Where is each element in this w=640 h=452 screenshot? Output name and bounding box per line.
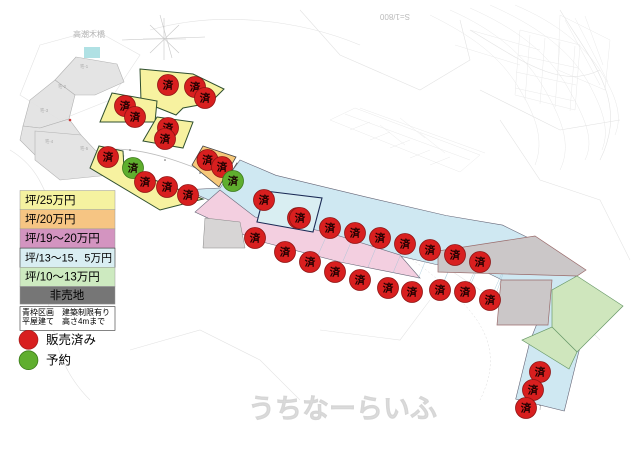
- svg-text:済: 済: [259, 193, 270, 206]
- svg-text:済: 済: [140, 175, 151, 188]
- svg-text:高潮木橋: 高潮木橋: [73, 29, 105, 39]
- svg-text:済: 済: [163, 78, 174, 91]
- svg-text:済: 済: [183, 188, 194, 201]
- svg-text:済: 済: [425, 243, 436, 256]
- svg-text:済: 済: [521, 401, 532, 414]
- svg-text:うちなーらいふ: うちなーらいふ: [248, 394, 437, 424]
- svg-text:済: 済: [460, 285, 471, 298]
- svg-text:販売済み: 販売済み: [46, 332, 96, 347]
- svg-text:済: 済: [128, 161, 139, 174]
- svg-text:宅-3: 宅-3: [40, 107, 49, 113]
- svg-text:済: 済: [250, 231, 261, 244]
- svg-text:済: 済: [200, 91, 211, 104]
- svg-text:済: 済: [228, 174, 239, 187]
- svg-text:宅-4: 宅-4: [45, 138, 54, 144]
- svg-text:平屋建て 高さ4mまで: 平屋建て 高さ4mまで: [22, 316, 105, 326]
- svg-text:青枠区画 建築制限有り: 青枠区画 建築制限有り: [22, 307, 110, 317]
- svg-text:済: 済: [475, 255, 486, 268]
- svg-text:予約: 予約: [46, 353, 71, 368]
- svg-text:済: 済: [355, 273, 366, 286]
- svg-text:済: 済: [375, 231, 386, 244]
- svg-text:済: 済: [450, 248, 461, 261]
- svg-text:済: 済: [528, 383, 539, 396]
- svg-text:済: 済: [535, 365, 546, 378]
- svg-text:済: 済: [407, 285, 418, 298]
- svg-text:済: 済: [217, 160, 228, 173]
- svg-text:済: 済: [280, 245, 291, 258]
- svg-text:坪/13～15．5万円: 坪/13～15．5万円: [25, 251, 112, 264]
- svg-text:済: 済: [160, 132, 171, 145]
- svg-text:済: 済: [383, 281, 394, 294]
- svg-text:坪/20万円: 坪/20万円: [25, 213, 76, 226]
- svg-text:坪/10～13万円: 坪/10～13万円: [25, 271, 100, 284]
- svg-text:宅-5: 宅-5: [80, 145, 89, 151]
- svg-text:済: 済: [305, 255, 316, 268]
- svg-text:坪/19～20万円: 坪/19～20万円: [25, 232, 100, 245]
- svg-text:済: 済: [330, 265, 341, 278]
- svg-text:済: 済: [400, 237, 411, 250]
- svg-text:S=1/800: S=1/800: [379, 12, 410, 21]
- svg-text:済: 済: [485, 293, 496, 306]
- svg-text:済: 済: [350, 226, 361, 239]
- svg-text:済: 済: [295, 211, 306, 224]
- svg-text:済: 済: [103, 150, 114, 163]
- svg-text:宅-2: 宅-2: [58, 83, 67, 89]
- svg-text:済: 済: [162, 180, 173, 193]
- svg-text:宅-1: 宅-1: [80, 63, 89, 69]
- svg-text:済: 済: [435, 283, 446, 296]
- svg-text:坪/25万円: 坪/25万円: [25, 194, 76, 207]
- svg-text:非売地: 非売地: [50, 289, 85, 302]
- svg-text:済: 済: [325, 221, 336, 234]
- svg-text:済: 済: [130, 110, 141, 123]
